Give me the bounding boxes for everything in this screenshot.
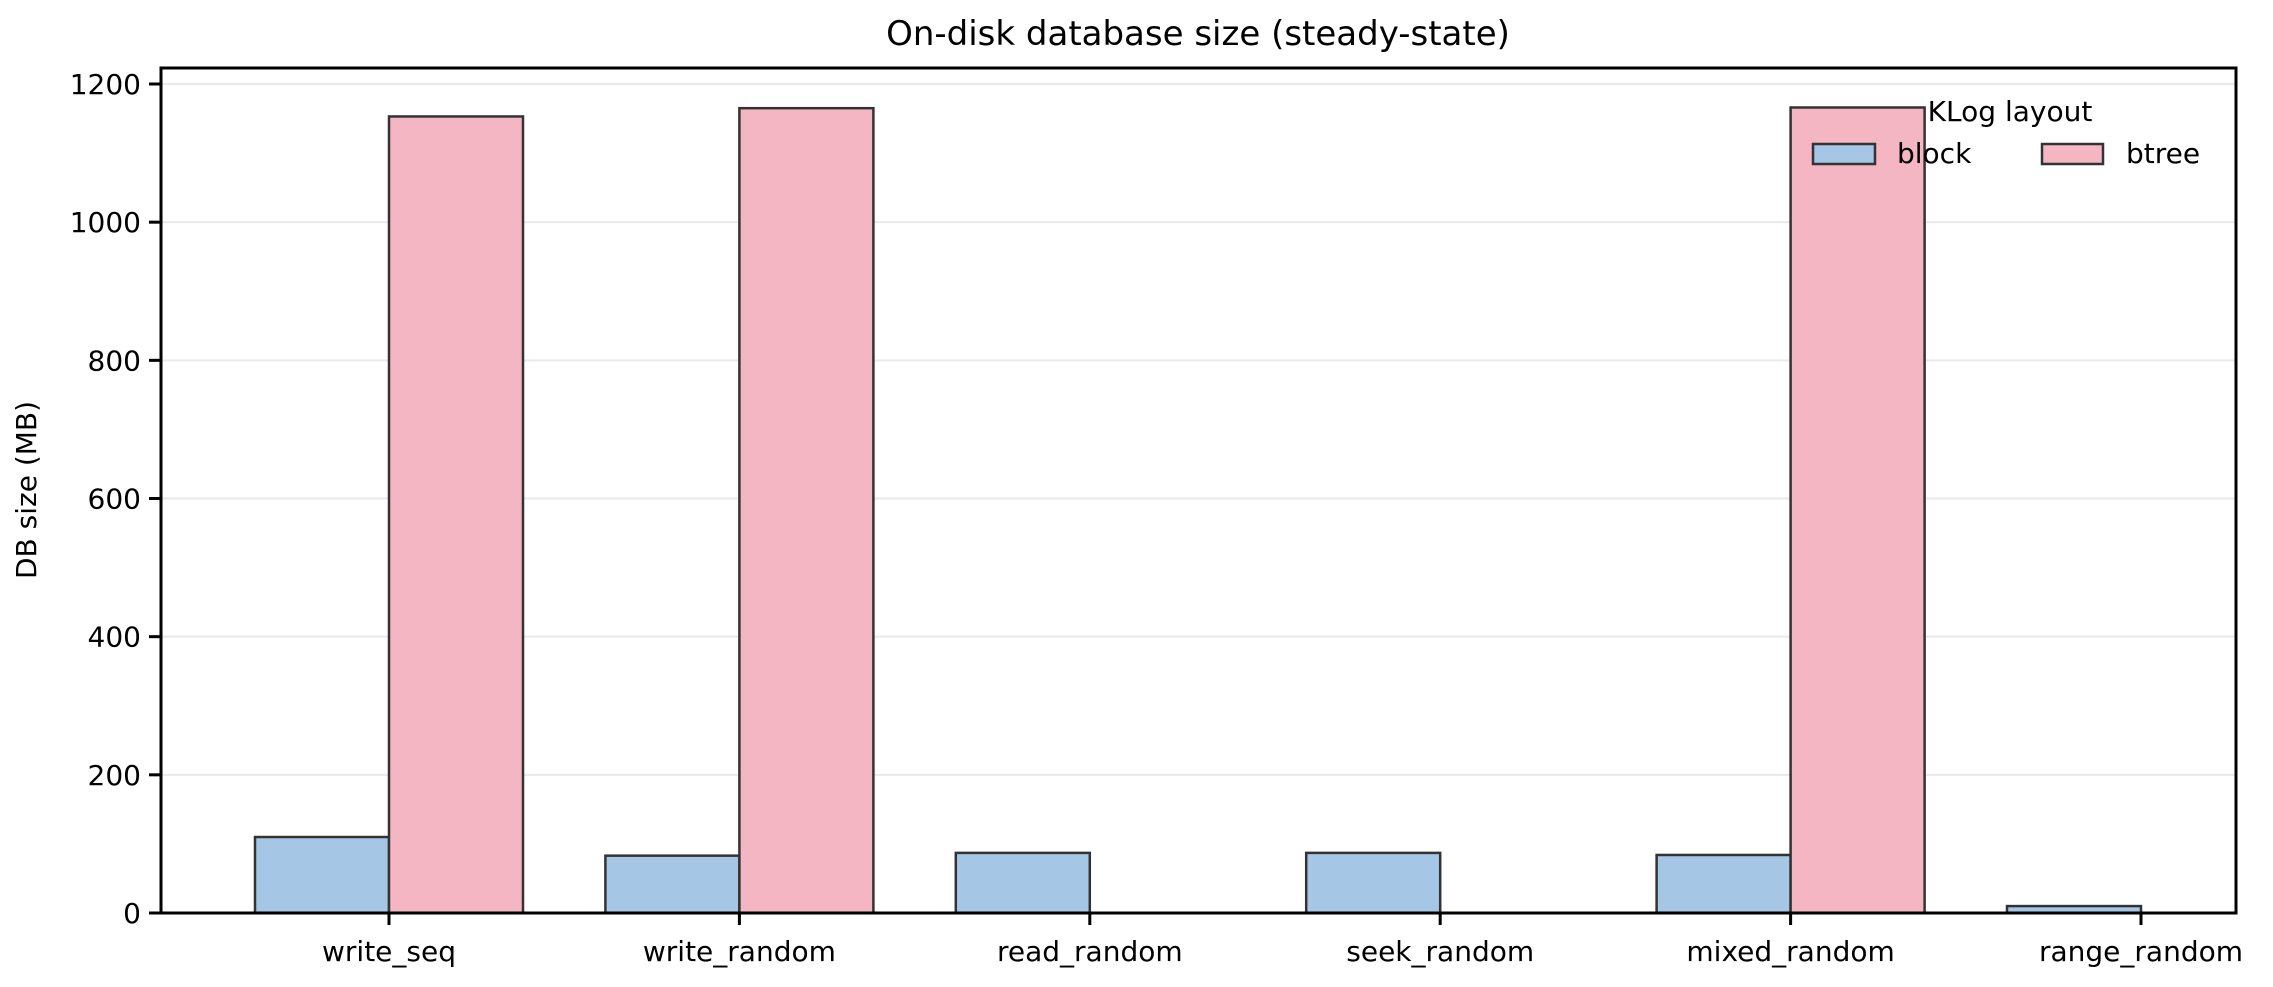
xtick-label-range_random: range_random: [2039, 935, 2243, 968]
ytick-label-0: 0: [123, 897, 141, 930]
ytick-label-1200: 1200: [70, 68, 141, 101]
ytick-label-400: 400: [88, 621, 141, 654]
xtick-label-mixed_random: mixed_random: [1686, 935, 1894, 968]
ytick-label-200: 200: [88, 759, 141, 792]
bar-btree-write_random: [738, 106, 875, 915]
legend-swatch-btree: [2040, 142, 2105, 166]
bar-btree-write_seq: [387, 115, 525, 915]
ytick-label-600: 600: [88, 483, 141, 516]
xtick-label-read_random: read_random: [997, 935, 1183, 968]
bar-block-mixed_random: [1655, 853, 1792, 915]
ytick-label-800: 800: [88, 344, 141, 377]
xtick-label-write_random: write_random: [643, 935, 836, 968]
bar-block-write_seq: [253, 835, 391, 915]
legend: KLog layout block btree: [1811, 95, 2200, 170]
bar-block-read_random: [954, 851, 1092, 915]
xtick-label-seek_random: seek_random: [1346, 935, 1534, 968]
bar-block-write_random: [604, 854, 741, 915]
legend-label-btree: btree: [2126, 137, 2200, 170]
bar-block-seek_random: [1304, 851, 1442, 915]
xtick-label-write_seq: write_seq: [322, 935, 456, 968]
plot-frame: [159, 66, 2238, 915]
x-axis-ticks: write_seq write_random read_random seek_ran…: [322, 913, 2243, 968]
bars: [253, 106, 2143, 915]
legend-swatch-block: [1811, 142, 1877, 166]
ytick-label-1000: 1000: [70, 206, 141, 239]
chart-title: On-disk database size (steady-state): [886, 14, 1510, 54]
y-axis-ticks: 0 200 400 600 800 1000 1200: [70, 68, 161, 930]
bar-btree-mixed_random: [1789, 106, 1926, 915]
legend-title: KLog layout: [1928, 95, 2093, 128]
legend-label-block: block: [1897, 137, 1972, 170]
y-axis-label: DB size (MB): [10, 401, 43, 579]
